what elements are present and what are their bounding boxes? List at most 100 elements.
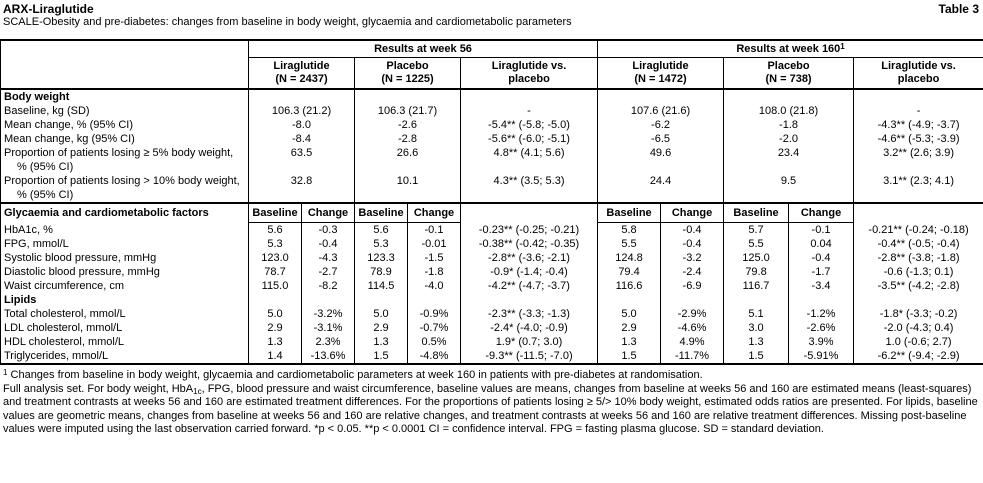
subcolumn-header: Baseline <box>354 202 408 223</box>
value-cell: 26.6 <box>354 146 461 174</box>
value-cell: 5.1 <box>723 307 789 321</box>
value-cell: -3.2 <box>660 251 724 265</box>
value-cell <box>248 89 355 104</box>
value-cell: -2.8 <box>354 132 461 146</box>
value-cell: -9.3** (-11.5; -7.0) <box>459 349 598 364</box>
value-cell: -0.21** (-0.24; -0.18) <box>853 222 983 237</box>
value-cell: -2.9% <box>660 307 724 321</box>
value-cell: -3.1% <box>301 321 355 335</box>
value-cell: 5.0 <box>248 307 302 321</box>
value-cell: 5.3 <box>248 237 302 251</box>
row-label: Waist circumference, cm <box>4 280 125 292</box>
subcolumn-header: Baseline <box>597 202 661 223</box>
value-cell: 5.0 <box>354 307 408 321</box>
value-cell: 123.0 <box>248 251 302 265</box>
section-header-row: Glycaemia and cardiometabolic factors Bas… <box>0 202 983 223</box>
value-cell: 5.5 <box>723 237 789 251</box>
value-cell: 1.0 (-0.6; 2.7) <box>853 335 983 349</box>
value-cell: -13.6% <box>301 349 355 364</box>
value-cell: 106.3 (21.7) <box>354 104 461 118</box>
table-row: HDL cholesterol, mmol/L 1.3 2.3% 1.3 0.5% 1.9… <box>1 335 983 349</box>
value-cell: -4.0 <box>407 279 461 293</box>
group-header-week160: Results at week 1601 <box>597 40 983 58</box>
table-label: Table 3 <box>938 2 979 16</box>
footnote-marker: 1 <box>3 368 8 377</box>
value-cell: -0.01 <box>407 237 461 251</box>
value-cell: -2.8** (-3.8; -1.8) <box>853 251 983 265</box>
table-row: Baseline, kg (SD) 106.3 (21.2) 106.3 (21.7… <box>1 104 983 118</box>
row-label: Diastolic blood pressure, mmHg <box>4 266 160 278</box>
value-cell <box>853 89 983 104</box>
value-cell: -8.2 <box>301 279 355 293</box>
value-cell: -2.4 <box>660 265 724 279</box>
value-cell: 9.5 <box>723 174 854 203</box>
section-row: Body weight <box>1 89 983 104</box>
table-row: Triglycerides, mmol/L 1.4 -13.6% 1.5 -4.8% -9… <box>1 349 983 364</box>
value-cell: 63.5 <box>248 146 355 174</box>
value-cell: -5.4** (-5.8; -5.0) <box>459 118 598 132</box>
column-header-placebo-56: Placebo (N = 1225) <box>354 57 461 90</box>
value-cell: -0.9% <box>407 307 461 321</box>
row-label: Triglycerides, mmol/L <box>4 350 109 362</box>
row-label: Body weight <box>4 91 70 103</box>
subcolumn-header: Change <box>788 202 854 223</box>
value-cell: 4.8** (4.1; 5.6) <box>459 146 598 174</box>
value-cell: 2.9 <box>248 321 302 335</box>
row-label: Total cholesterol, mmol/L <box>4 308 126 320</box>
value-cell: -1.8 <box>723 118 854 132</box>
value-cell: 3.1** (2.3; 4.1) <box>853 174 983 203</box>
value-cell: -1.5 <box>407 251 461 265</box>
table-row: LDL cholesterol, mmol/L 2.9 -3.1% 2.9 -0.7% -… <box>1 321 983 335</box>
value-cell: 114.5 <box>354 279 408 293</box>
row-label: HbA1c, % <box>4 223 53 236</box>
value-cell: -5.6** (-6.0; -5.1) <box>459 132 598 146</box>
value-cell: 0.5% <box>407 335 461 349</box>
table-row: HbA1c, % 5.6 -0.3 5.6 -0.1 -0.23** (-0.25; -0… <box>1 222 983 237</box>
value-cell: 5.5 <box>597 237 661 251</box>
value-cell: -0.1 <box>407 222 461 237</box>
table-row: Proportion of patients losing ≥ 5% body … <box>1 146 983 174</box>
row-label: Mean change, kg (95% CI) <box>4 133 135 145</box>
value-cell: -6.9 <box>660 279 724 293</box>
row-label: Proportion of patients losing > 10% body… <box>4 175 240 201</box>
value-cell: -0.1 <box>788 222 854 237</box>
value-cell: 3.2** (2.6; 3.9) <box>853 146 983 174</box>
row-label: FPG, mmol/L <box>4 238 69 250</box>
column-header-liraglutide-56: Liraglutide (N = 2437) <box>248 57 355 90</box>
value-cell: 1.4 <box>248 349 302 364</box>
column-header-contrast-160: Liraglutide vs. placebo <box>853 57 983 90</box>
value-cell <box>853 293 983 307</box>
value-cell <box>853 202 983 223</box>
row-label: Systolic blood pressure, mmHg <box>4 252 157 264</box>
value-cell: 79.8 <box>723 265 789 279</box>
value-cell: 1.5 <box>723 349 789 364</box>
value-cell: 106.3 (21.2) <box>248 104 355 118</box>
table-row: Mean change, % (95% CI) -8.0 -2.6 -5.4** (-… <box>1 118 983 132</box>
subcolumn-header: Baseline <box>723 202 789 223</box>
group-header-week56: Results at week 56 <box>247 40 598 58</box>
value-cell: -2.4* (-4.0; -0.9) <box>459 321 598 335</box>
value-cell: 2.9 <box>354 321 408 335</box>
value-cell: -6.2** (-9.4; -2.9) <box>853 349 983 364</box>
value-cell: -5.91% <box>788 349 854 364</box>
value-cell <box>597 293 661 307</box>
value-cell: 116.7 <box>723 279 789 293</box>
value-cell: -2.0 <box>723 132 854 146</box>
value-cell: -6.2 <box>597 118 724 132</box>
row-label: LDL cholesterol, mmol/L <box>4 322 123 334</box>
value-cell: - <box>459 104 598 118</box>
value-cell: 108.0 (21.8) <box>723 104 854 118</box>
value-cell: 115.0 <box>248 279 302 293</box>
value-cell: -0.4 <box>660 222 724 237</box>
value-cell: -0.9* (-1.4; -0.4) <box>459 265 598 279</box>
value-cell: -4.8% <box>407 349 461 364</box>
value-cell: -1.2% <box>788 307 854 321</box>
value-cell: 2.9 <box>597 321 661 335</box>
table-row: Waist circumference, cm 115.0 -8.2 114.5 -4.… <box>1 279 983 293</box>
value-cell: 78.9 <box>354 265 408 279</box>
value-cell: -4.6** (-5.3; -3.9) <box>853 132 983 146</box>
value-cell: -1.7 <box>788 265 854 279</box>
value-cell: -4.3 <box>301 251 355 265</box>
value-cell: 5.6 <box>248 222 302 237</box>
